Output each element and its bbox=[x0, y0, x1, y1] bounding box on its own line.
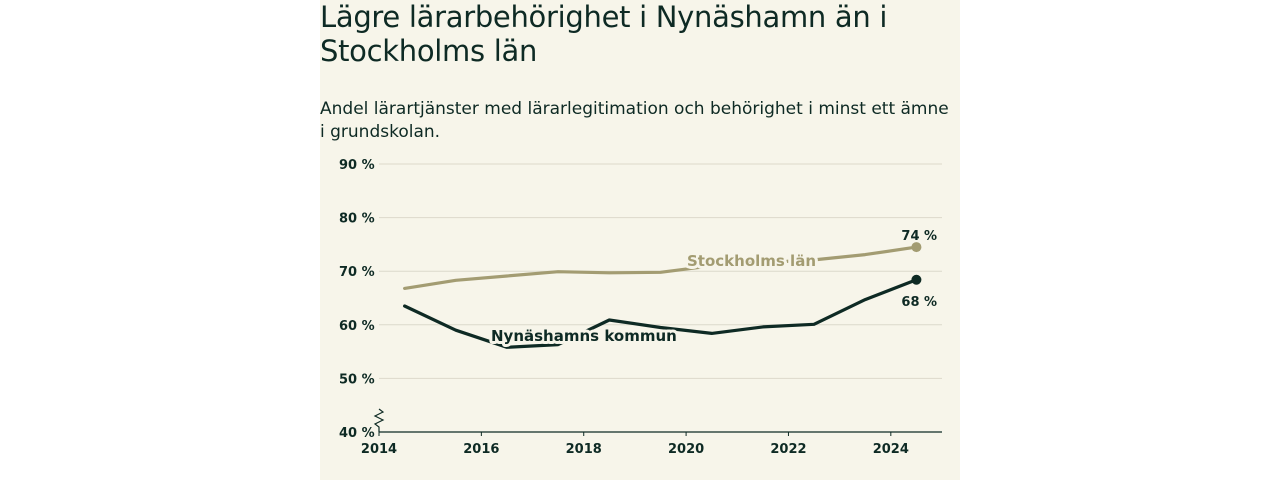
axis-break-icon bbox=[373, 408, 385, 432]
chart-title: Lägre lärarbehörighet i Nynäshamn än i S… bbox=[320, 0, 888, 68]
y-tick-label: 50 % bbox=[339, 372, 375, 387]
series-line-1 bbox=[402, 278, 919, 349]
y-tick-label: 70 % bbox=[339, 265, 375, 280]
series-line-0 bbox=[402, 245, 919, 290]
series-label-stockholm: Stockholms län bbox=[687, 252, 816, 270]
end-value-label: 74 % bbox=[901, 229, 937, 244]
end-value-label: 68 % bbox=[901, 295, 937, 310]
y-tick-label: 60 % bbox=[339, 319, 375, 334]
x-tick-label: 2020 bbox=[668, 442, 704, 457]
chart-subtitle: Andel lärartjänster med lärarlegitimatio… bbox=[320, 99, 949, 142]
x-tick-label: 2018 bbox=[566, 442, 602, 457]
series-end-point-0 bbox=[911, 242, 922, 253]
y-tick-label: 40 % bbox=[339, 426, 375, 441]
series-label-nynashamn: Nynäshamns kommun bbox=[491, 327, 677, 345]
y-tick-label: 90 % bbox=[339, 158, 375, 173]
x-tick-label: 2014 bbox=[361, 442, 397, 457]
series-end-point-1 bbox=[911, 274, 922, 285]
line-chart: 40 % 50 % 60 % 70 % 80 % 90 % 2014 2016 2018 2020… bbox=[339, 158, 942, 457]
y-tick-label: 80 % bbox=[339, 212, 375, 227]
x-tick-label: 2022 bbox=[770, 442, 806, 457]
x-tick-label: 2024 bbox=[873, 442, 909, 457]
x-tick-label: 2016 bbox=[463, 442, 499, 457]
chart-panel: Lägre lärarbehörighet i Nynäshamn än i S… bbox=[320, 0, 960, 480]
